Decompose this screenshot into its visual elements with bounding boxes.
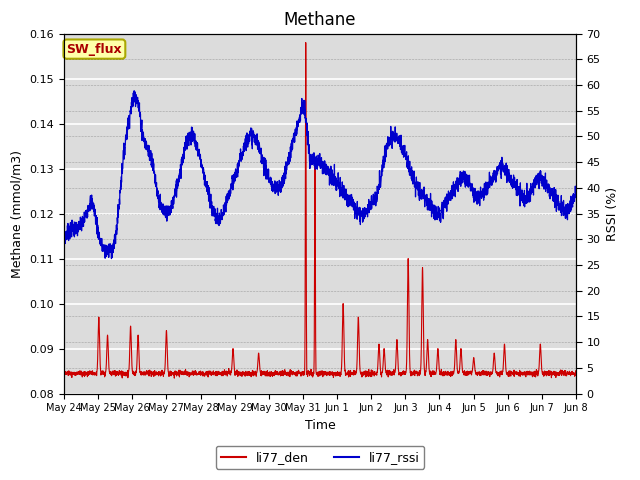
Y-axis label: Methane (mmol/m3): Methane (mmol/m3) — [11, 150, 24, 277]
Legend: li77_den, li77_rssi: li77_den, li77_rssi — [216, 446, 424, 469]
Text: SW_flux: SW_flux — [67, 43, 122, 56]
X-axis label: Time: Time — [305, 419, 335, 432]
Title: Methane: Methane — [284, 11, 356, 29]
Y-axis label: RSSI (%): RSSI (%) — [606, 187, 619, 240]
